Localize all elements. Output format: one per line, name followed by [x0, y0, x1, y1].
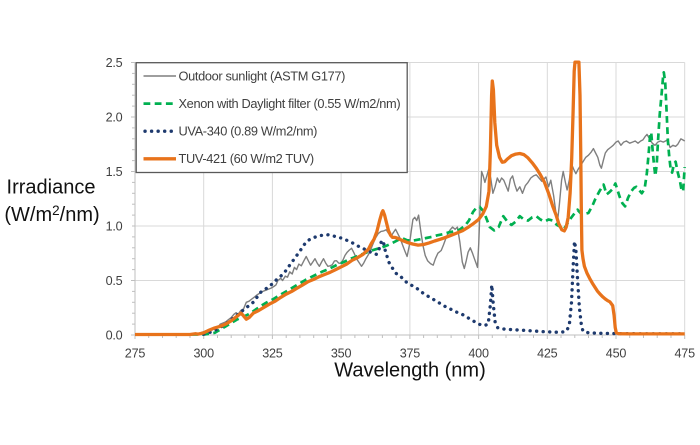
svg-text:Outdoor sunlight (ASTM G177): Outdoor sunlight (ASTM G177)	[179, 68, 346, 83]
svg-text:UVA-340 (0.89 W/m2/nm): UVA-340 (0.89 W/m2/nm)	[179, 124, 318, 139]
svg-text:0.0: 0.0	[106, 328, 123, 342]
svg-text:(W/m2/nm): (W/m2/nm)	[4, 203, 99, 226]
svg-text:350: 350	[331, 347, 352, 361]
svg-text:Xenon with Daylight filter (0.: Xenon with Daylight filter (0.55 W/m2/nm…	[179, 96, 401, 111]
svg-text:450: 450	[606, 347, 627, 361]
svg-text:Wavelength (nm): Wavelength (nm)	[334, 360, 486, 382]
svg-text:300: 300	[193, 347, 214, 361]
svg-text:275: 275	[125, 347, 146, 361]
svg-text:Irradiance: Irradiance	[7, 177, 96, 199]
svg-text:425: 425	[537, 347, 558, 361]
svg-text:400: 400	[468, 347, 489, 361]
svg-text:TUV-421 (60 W/m2 TUV): TUV-421 (60 W/m2 TUV)	[179, 151, 314, 166]
svg-text:325: 325	[262, 347, 283, 361]
svg-text:2.0: 2.0	[106, 110, 123, 124]
svg-text:2.5: 2.5	[106, 56, 123, 70]
svg-text:0.5: 0.5	[106, 274, 123, 288]
svg-text:1.5: 1.5	[106, 165, 123, 179]
svg-text:1.0: 1.0	[106, 219, 123, 233]
svg-text:375: 375	[400, 347, 421, 361]
svg-text:475: 475	[674, 347, 695, 361]
